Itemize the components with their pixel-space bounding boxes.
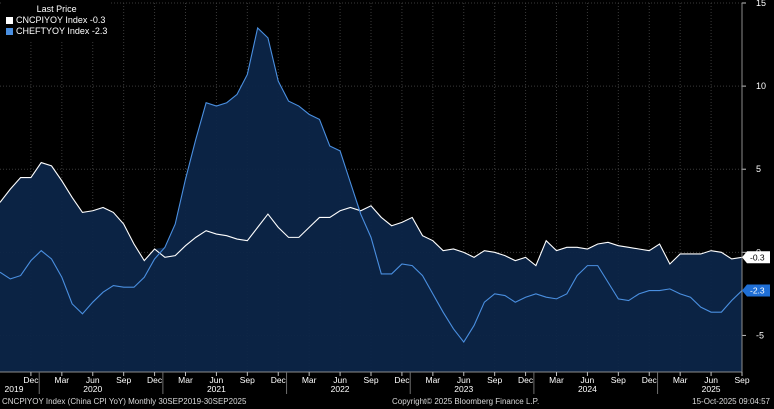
- x-tick-label: Mar: [549, 375, 564, 385]
- x-tick-label: Sep: [363, 375, 378, 385]
- y-tick-label: -5: [756, 330, 764, 340]
- footer: CNCPIYOY Index (China CPI YoY) Monthly 3…: [0, 395, 774, 409]
- x-tick-label: Sep: [487, 375, 502, 385]
- x-year-label: 2021: [207, 384, 226, 394]
- series-lines: [0, 26, 743, 344]
- x-tick-label: Mar: [302, 375, 317, 385]
- x-tick-label: Dec: [518, 375, 534, 385]
- x-year-label: 2022: [331, 384, 350, 394]
- x-tick-label: Sep: [240, 375, 255, 385]
- footer-copyright: Copyright© 2025 Bloomberg Finance L.P.: [392, 397, 540, 406]
- x-year-label: 2024: [578, 384, 597, 394]
- x-tick-label: Sep: [116, 375, 131, 385]
- legend: Last Price CNCPIYOY Index -0.3 CHEFTYOY …: [2, 2, 112, 40]
- x-tick-label: Dec: [271, 375, 287, 385]
- last-value-tag-cncpiyoy: -0.3: [742, 251, 770, 264]
- series-line-cheftyoy: [0, 26, 743, 344]
- series-line-cncpiyoy: [0, 161, 743, 267]
- x-tick-label: Mar: [426, 375, 441, 385]
- x-tick-label: Dec: [23, 375, 39, 385]
- x-tick-label: Sep: [611, 375, 626, 385]
- x-tick-label: Mar: [55, 375, 70, 385]
- x-tick-label: Jun: [210, 375, 224, 385]
- x-tick-label: Dec: [394, 375, 410, 385]
- x-tick-label: Jun: [704, 375, 718, 385]
- legend-label-cncpiyoy: CNCPIYOY Index -0.3: [16, 15, 106, 25]
- last-value-label: -2.3: [750, 286, 765, 296]
- x-tick-label: Jun: [457, 375, 471, 385]
- footer-timestamp: 15-Oct-2025 09:04:57: [692, 397, 770, 406]
- y-tick-label: 15: [756, 0, 766, 8]
- axis-labels: -5051015-0.3-2.3DecMarJunSepDecMarJunSep…: [5, 0, 770, 394]
- legend-item-cncpiyoy[interactable]: CNCPIYOY Index -0.3: [6, 15, 107, 26]
- axes: [0, 2, 746, 394]
- x-tick-label: Jun: [333, 375, 347, 385]
- x-tick-label: Jun: [86, 375, 100, 385]
- x-year-label: 2025: [702, 384, 721, 394]
- last-value-label: -0.3: [750, 252, 765, 262]
- footer-description: CNCPIYOY Index (China CPI YoY) Monthly 3…: [2, 397, 247, 406]
- legend-title: Last Price: [36, 4, 77, 14]
- last-value-tag-cheftyoy: -2.3: [742, 284, 770, 297]
- x-tick-label: Mar: [673, 375, 688, 385]
- y-tick-label: 10: [756, 81, 766, 91]
- x-year-label: 2020: [83, 384, 102, 394]
- area-envelope: [0, 27, 742, 372]
- legend-label-cheftyoy: CHEFTYOY Index -2.3: [16, 26, 108, 36]
- x-year-label: 2019: [5, 384, 24, 394]
- legend-swatch-cncpiyoy: [6, 17, 13, 24]
- x-year-label: 2023: [454, 384, 473, 394]
- y-tick-label: 5: [756, 164, 761, 174]
- x-tick-label: Sep: [734, 375, 749, 385]
- legend-item-cheftyoy[interactable]: CHEFTYOY Index -2.3: [6, 26, 107, 37]
- area-fill: [0, 27, 742, 372]
- x-tick-label: Dec: [642, 375, 658, 385]
- x-tick-label: Mar: [178, 375, 193, 385]
- x-tick-label: Dec: [147, 375, 163, 385]
- legend-swatch-cheftyoy: [6, 28, 13, 35]
- x-tick-label: Jun: [581, 375, 595, 385]
